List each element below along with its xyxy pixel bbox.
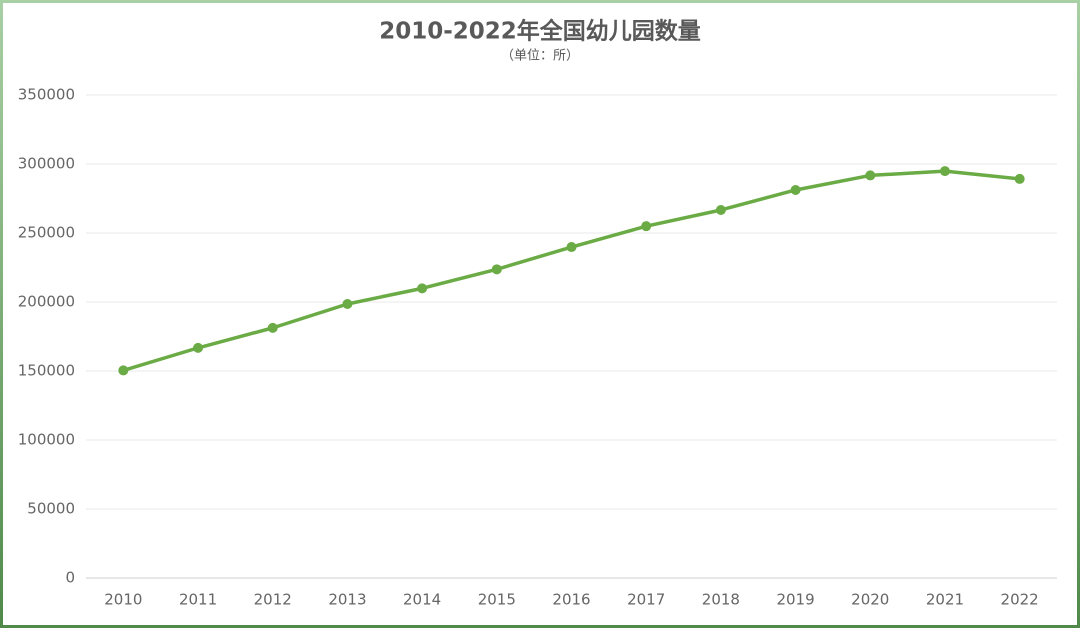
line [122, 169, 1020, 373]
y-tick-label: 50000 [27, 500, 75, 518]
y-tick-label: 200000 [18, 293, 75, 311]
x-tick-label: 2017 [627, 591, 665, 609]
x-tick-label: 2020 [851, 591, 889, 609]
y-tick-label: 300000 [18, 155, 75, 173]
point [939, 166, 950, 177]
point [342, 298, 353, 309]
point [641, 221, 652, 232]
point [566, 242, 577, 253]
point [715, 204, 726, 215]
point [1014, 173, 1025, 184]
x-tick-label: 2015 [478, 591, 516, 609]
point [865, 170, 876, 181]
point [193, 342, 204, 353]
x-tick-label: 2012 [254, 591, 292, 609]
point [790, 184, 801, 195]
x-tick-label: 2016 [552, 591, 590, 609]
y-tick-label: 250000 [18, 224, 75, 242]
chart-subtitle: （单位：所） [501, 49, 579, 64]
x-tick-label: 2018 [702, 591, 740, 609]
point [417, 283, 428, 294]
point [118, 365, 129, 376]
x-tick-label: 2010 [104, 591, 142, 609]
point [267, 322, 278, 333]
point [491, 264, 502, 275]
y-tick-label: 350000 [18, 86, 75, 104]
y-tick-label: 150000 [18, 362, 75, 380]
y-tick-label: 100000 [18, 431, 75, 449]
y-tick-label: 0 [65, 569, 75, 587]
x-tick-label: 2014 [403, 591, 441, 609]
x-tick-label: 2013 [328, 591, 366, 609]
x-tick-label: 2021 [926, 591, 964, 609]
chart-title: 2010-2022年全国幼儿园数量 [379, 18, 701, 45]
x-tick-label: 2011 [179, 591, 217, 609]
x-tick-label: 2019 [776, 591, 814, 609]
x-tick-label: 2022 [1001, 591, 1039, 609]
